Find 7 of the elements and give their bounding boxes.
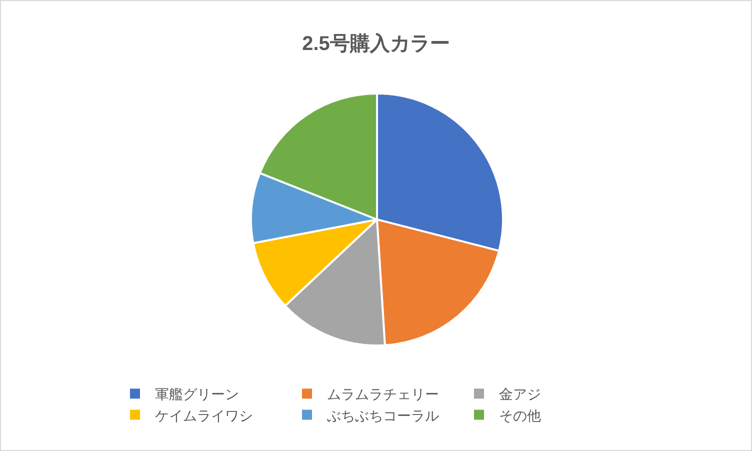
legend-label: 金アジ bbox=[499, 386, 541, 402]
legend-label: ムラムラチェリー bbox=[327, 386, 439, 402]
legend-label: 軍艦グリーン bbox=[155, 386, 239, 402]
legend-label: その他 bbox=[499, 407, 541, 424]
chart-title: 2.5号購入カラー bbox=[302, 32, 450, 55]
legend-label: ぶちぶちコーラル bbox=[327, 407, 439, 424]
legend-label: ケイムライワシ bbox=[155, 407, 253, 424]
